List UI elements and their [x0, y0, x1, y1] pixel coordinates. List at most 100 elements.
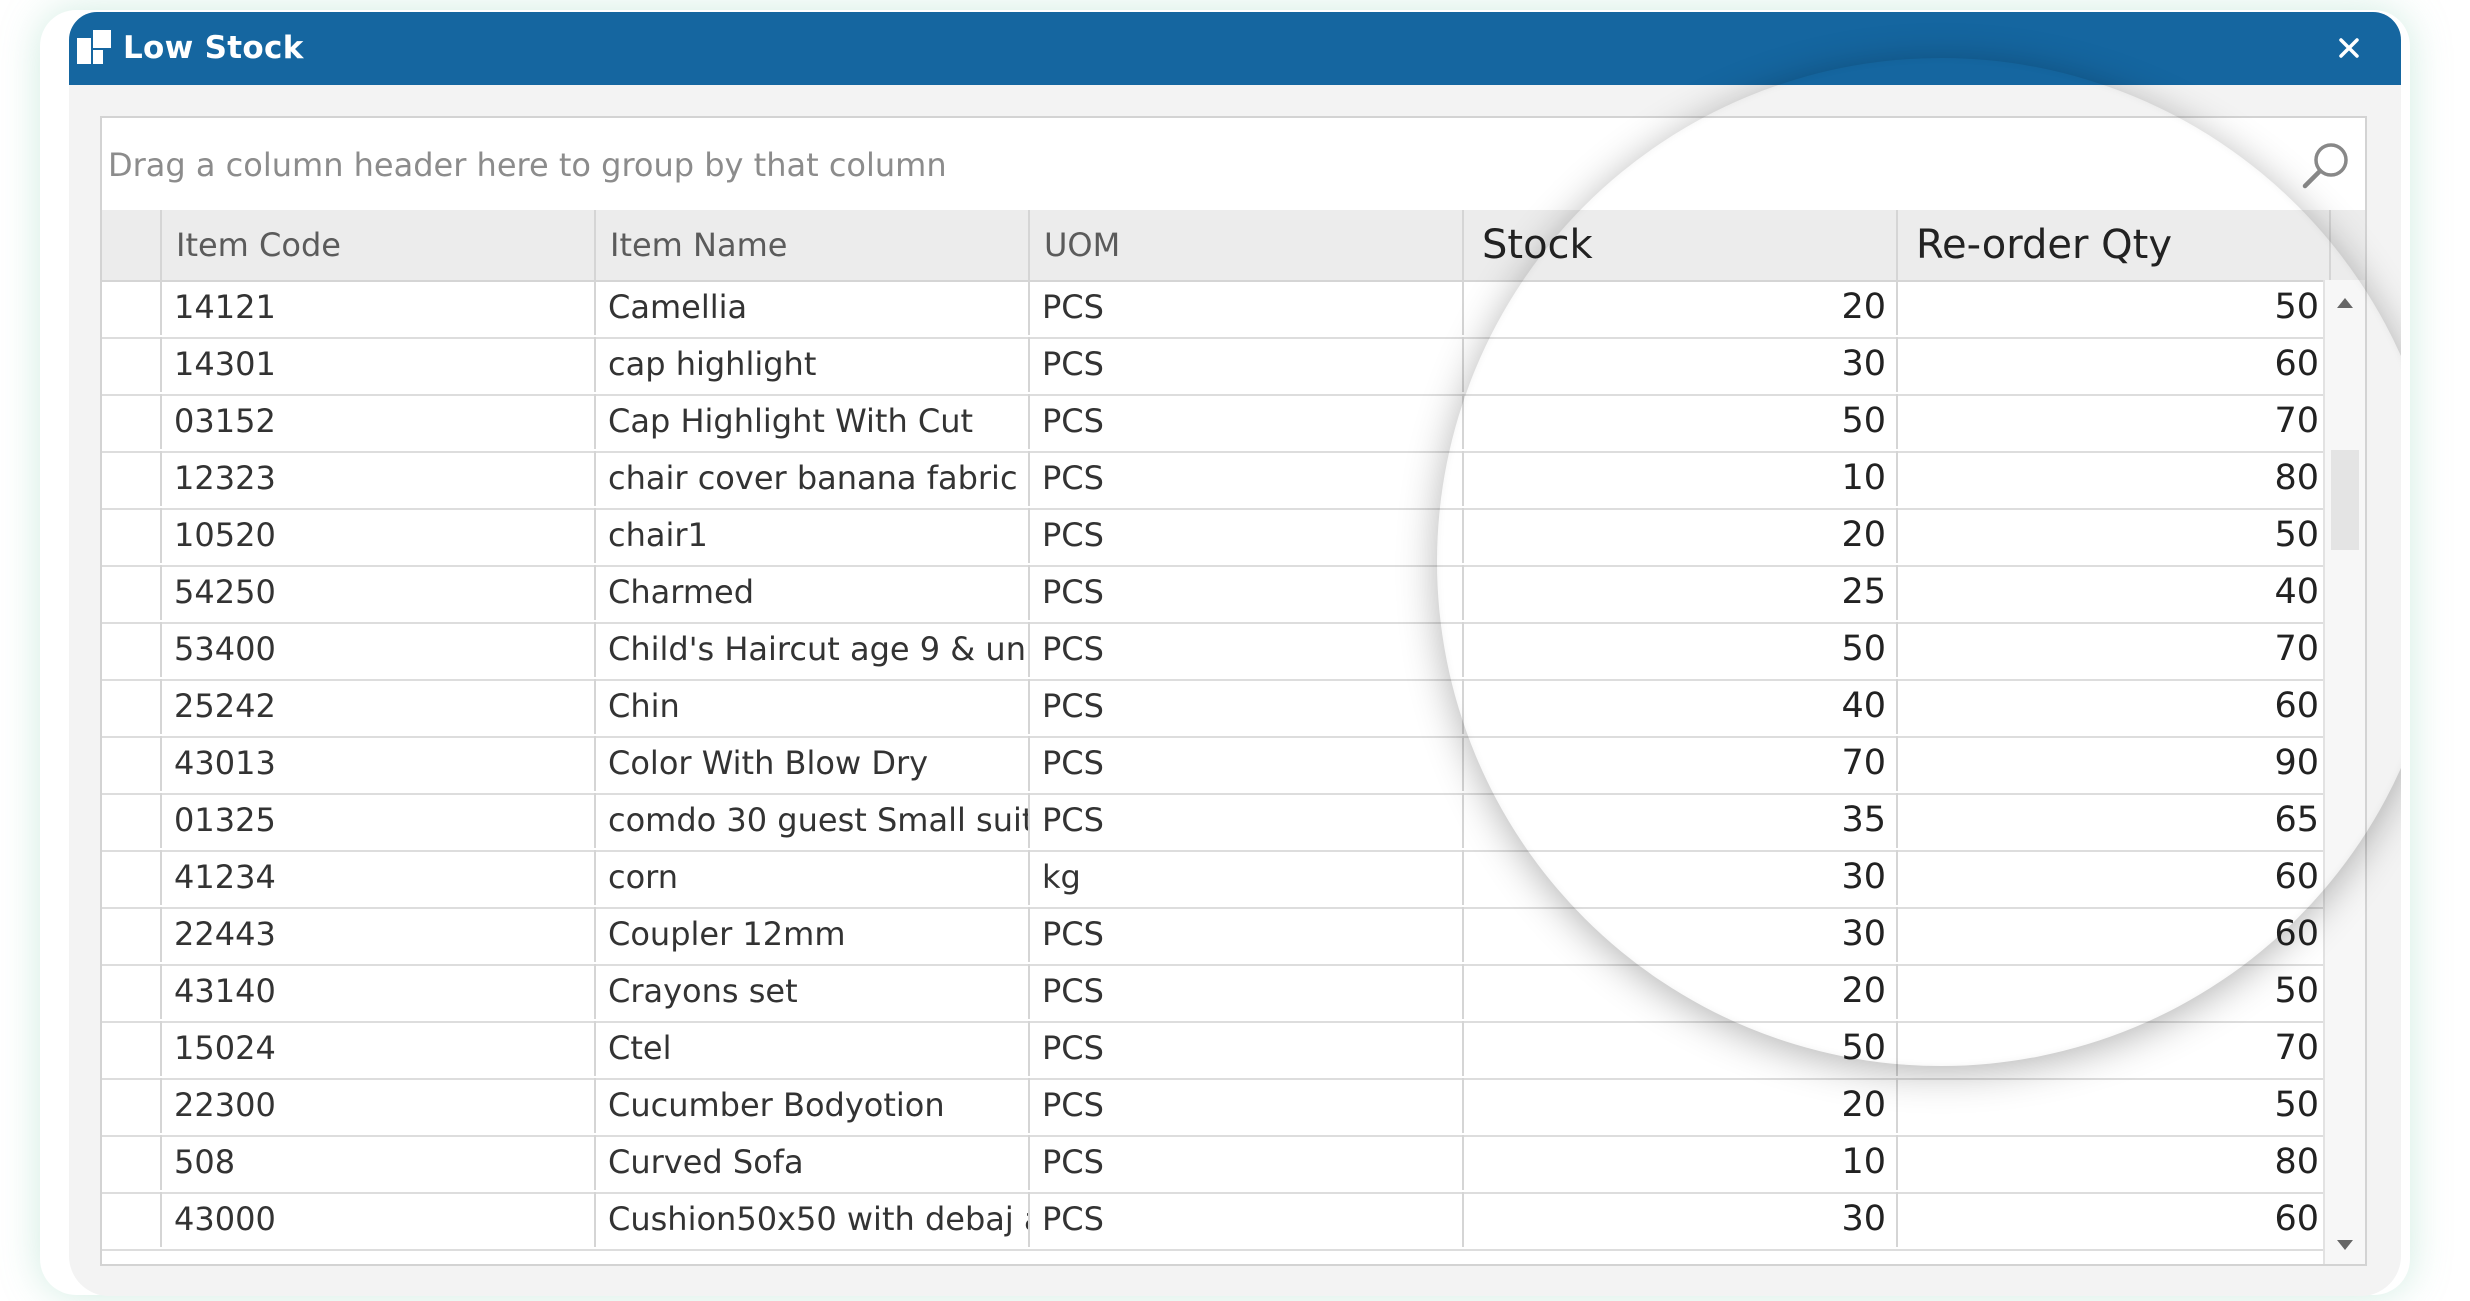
cell-item-name[interactable]: Curved Sofa: [596, 1135, 1030, 1190]
group-by-panel[interactable]: Drag a column header here to group by th…: [102, 118, 2365, 212]
cell-stock[interactable]: 40: [1464, 679, 1898, 734]
cell-uom[interactable]: PCS: [1030, 508, 1464, 563]
cell-uom[interactable]: PCS: [1030, 964, 1464, 1019]
cell-reorder-qty[interactable]: 50: [1898, 280, 2331, 335]
table-row[interactable]: 43000 Cushion50x50 with debaj a... PCS 30 60: [102, 1192, 2365, 1251]
cell-item-code[interactable]: 43013: [162, 736, 596, 791]
cell-stock[interactable]: 20: [1464, 508, 1898, 563]
cell-reorder-qty[interactable]: 50: [1898, 508, 2331, 563]
cell-reorder-qty[interactable]: 60: [1898, 1192, 2331, 1247]
cell-stock[interactable]: 35: [1464, 793, 1898, 848]
table-row[interactable]: 10520 chair1 PCS 20 50: [102, 508, 2365, 567]
row-indicator[interactable]: [102, 736, 162, 791]
cell-uom[interactable]: PCS: [1030, 1021, 1464, 1076]
cell-uom[interactable]: PCS: [1030, 1078, 1464, 1133]
cell-uom[interactable]: PCS: [1030, 280, 1464, 335]
row-indicator[interactable]: [102, 622, 162, 677]
cell-stock[interactable]: 20: [1464, 964, 1898, 1019]
cell-item-name[interactable]: Color With Blow Dry: [596, 736, 1030, 791]
cell-stock[interactable]: 20: [1464, 280, 1898, 335]
cell-stock[interactable]: 50: [1464, 1021, 1898, 1076]
row-indicator[interactable]: [102, 907, 162, 962]
scrollbar-thumb[interactable]: [2331, 450, 2359, 550]
vertical-scrollbar[interactable]: [2323, 280, 2365, 1264]
cell-item-code[interactable]: 03152: [162, 394, 596, 449]
table-row[interactable]: 14301 cap highlight PCS 30 60: [102, 337, 2365, 396]
cell-uom[interactable]: PCS: [1030, 1192, 1464, 1247]
table-row[interactable]: 01325 comdo 30 guest Small suite PCS 35 65: [102, 793, 2365, 852]
table-row[interactable]: 03152 Cap Highlight With Cut PCS 50 70: [102, 394, 2365, 453]
cell-item-name[interactable]: Ctel: [596, 1021, 1030, 1076]
cell-reorder-qty[interactable]: 50: [1898, 1078, 2331, 1133]
cell-uom[interactable]: PCS: [1030, 1135, 1464, 1190]
table-row[interactable]: 25242 Chin PCS 40 60: [102, 679, 2365, 738]
cell-uom[interactable]: PCS: [1030, 622, 1464, 677]
cell-item-name[interactable]: Charmed: [596, 565, 1030, 620]
column-header-stock[interactable]: Stock: [1464, 210, 1898, 280]
row-indicator[interactable]: [102, 565, 162, 620]
scroll-down-arrow-icon[interactable]: [2337, 1240, 2353, 1250]
cell-item-code[interactable]: 43000: [162, 1192, 596, 1247]
column-header-item-code[interactable]: Item Code: [162, 210, 596, 280]
cell-item-name[interactable]: comdo 30 guest Small suite: [596, 793, 1030, 848]
table-row[interactable]: 22300 Cucumber Bodyotion PCS 20 50: [102, 1078, 2365, 1137]
cell-uom[interactable]: PCS: [1030, 451, 1464, 506]
cell-uom[interactable]: PCS: [1030, 907, 1464, 962]
table-row[interactable]: 54250 Charmed PCS 25 40: [102, 565, 2365, 624]
row-indicator[interactable]: [102, 1192, 162, 1247]
cell-reorder-qty[interactable]: 70: [1898, 1021, 2331, 1076]
cell-item-code[interactable]: 508: [162, 1135, 596, 1190]
cell-item-name[interactable]: cap highlight: [596, 337, 1030, 392]
cell-stock[interactable]: 10: [1464, 451, 1898, 506]
row-indicator[interactable]: [102, 850, 162, 905]
table-row[interactable]: 12323 chair cover banana fabric PCS 10 80: [102, 451, 2365, 510]
table-row[interactable]: 43013 Color With Blow Dry PCS 70 90: [102, 736, 2365, 795]
cell-stock[interactable]: 10: [1464, 1135, 1898, 1190]
cell-item-code[interactable]: 53400: [162, 622, 596, 677]
row-indicator[interactable]: [102, 451, 162, 506]
cell-stock[interactable]: 50: [1464, 394, 1898, 449]
cell-item-name[interactable]: Child's Haircut age 9 & un...: [596, 622, 1030, 677]
cell-stock[interactable]: 30: [1464, 850, 1898, 905]
cell-reorder-qty[interactable]: 70: [1898, 622, 2331, 677]
cell-item-code[interactable]: 43140: [162, 964, 596, 1019]
scroll-up-arrow-icon[interactable]: [2337, 298, 2353, 308]
row-indicator[interactable]: [102, 280, 162, 335]
cell-item-code[interactable]: 41234: [162, 850, 596, 905]
cell-uom[interactable]: PCS: [1030, 337, 1464, 392]
column-header-reorder-qty[interactable]: Re-order Qty: [1898, 210, 2331, 280]
cell-stock[interactable]: 50: [1464, 622, 1898, 677]
cell-item-name[interactable]: chair cover banana fabric: [596, 451, 1030, 506]
cell-reorder-qty[interactable]: 70: [1898, 394, 2331, 449]
table-row[interactable]: 14121 Camellia PCS 20 50: [102, 280, 2365, 339]
cell-stock[interactable]: 20: [1464, 1078, 1898, 1133]
cell-uom[interactable]: PCS: [1030, 793, 1464, 848]
table-row[interactable]: 22443 Coupler 12mm PCS 30 60: [102, 907, 2365, 966]
cell-item-name[interactable]: Cucumber Bodyotion: [596, 1078, 1030, 1133]
cell-item-name[interactable]: Coupler 12mm: [596, 907, 1030, 962]
row-indicator[interactable]: [102, 1078, 162, 1133]
cell-item-name[interactable]: Cushion50x50 with debaj a...: [596, 1192, 1030, 1247]
cell-item-code[interactable]: 01325: [162, 793, 596, 848]
close-button[interactable]: [2327, 26, 2371, 70]
cell-item-code[interactable]: 25242: [162, 679, 596, 734]
table-row[interactable]: 508 Curved Sofa PCS 10 80: [102, 1135, 2365, 1194]
table-row[interactable]: 43140 Crayons set PCS 20 50: [102, 964, 2365, 1023]
cell-reorder-qty[interactable]: 80: [1898, 1135, 2331, 1190]
table-row[interactable]: 15024 Ctel PCS 50 70: [102, 1021, 2365, 1080]
cell-stock[interactable]: 30: [1464, 907, 1898, 962]
cell-item-name[interactable]: Camellia: [596, 280, 1030, 335]
cell-stock[interactable]: 30: [1464, 337, 1898, 392]
cell-item-name[interactable]: Cap Highlight With Cut: [596, 394, 1030, 449]
cell-uom[interactable]: PCS: [1030, 565, 1464, 620]
row-indicator[interactable]: [102, 1021, 162, 1076]
cell-reorder-qty[interactable]: 65: [1898, 793, 2331, 848]
cell-uom[interactable]: PCS: [1030, 679, 1464, 734]
row-indicator[interactable]: [102, 508, 162, 563]
cell-reorder-qty[interactable]: 60: [1898, 337, 2331, 392]
cell-item-code[interactable]: 14301: [162, 337, 596, 392]
row-indicator[interactable]: [102, 1135, 162, 1190]
cell-item-code[interactable]: 22300: [162, 1078, 596, 1133]
row-indicator[interactable]: [102, 793, 162, 848]
search-icon[interactable]: [2299, 138, 2353, 192]
